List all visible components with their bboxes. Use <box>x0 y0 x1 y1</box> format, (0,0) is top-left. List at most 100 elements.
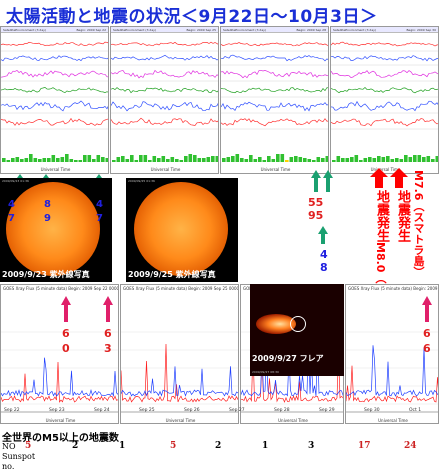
kp-bar <box>2 158 6 162</box>
kp-bar <box>267 156 271 162</box>
satellite-plots: Universal Time <box>111 41 218 172</box>
kp-bar <box>408 157 413 162</box>
kp-bar <box>289 157 294 162</box>
quake-count-value: 24 <box>404 441 417 451</box>
satellite-trace <box>331 70 438 78</box>
panel-header: SatelliteEnvironment (3 day) Begin: 2009 … <box>111 27 218 33</box>
row-label-no2: no. <box>2 462 15 471</box>
xray-date-axis: Sep 22 Sep 23 Sep 24 Sep 25 Sep 26 Sep 27 Sep … <box>4 407 421 413</box>
kp-bar <box>417 155 422 162</box>
kp-bar <box>38 159 42 162</box>
satellite-plots: Universal Time <box>221 42 328 172</box>
kp-bar <box>134 160 139 162</box>
sun-uv-image-0923: 2009/09/23 01:36 4 7 8 9 4 7 2009/9/23 紫… <box>0 178 112 282</box>
quake-sumatra-label-1: 地震発生 <box>395 190 410 242</box>
kp-bar <box>249 155 253 162</box>
satellite-trace <box>221 87 328 94</box>
date-tick-label: Sep 25 <box>139 407 155 413</box>
kp-bar <box>78 160 83 162</box>
date-tick-label: Sep 22 <box>4 407 20 413</box>
kp-bar <box>390 159 395 162</box>
kp-bar <box>148 160 152 162</box>
kp-bar <box>386 156 390 162</box>
satellite-panel: SatelliteEnvironment (3 day) Begin: 2009 … <box>0 26 109 174</box>
green-values-upper: 55 95 <box>308 196 324 222</box>
flare-image-0927: 2009/09/27 08:30 2009/9/27 フレア <box>250 284 344 376</box>
flare-caption: 2009/9/27 フレア <box>252 354 324 363</box>
axis-label: Universal Time <box>46 418 76 423</box>
kp-bar <box>184 156 188 162</box>
xray-plot: Universal Time <box>1 331 118 423</box>
satellite-panel: SatelliteEnvironment (3 day) Begin: 2009 … <box>330 26 439 174</box>
satellite-trace <box>221 54 328 62</box>
kp-bar <box>143 155 148 162</box>
quake-count-value: 1 <box>119 441 126 451</box>
kp-bar <box>244 159 249 162</box>
xray-panel-header: GOES Xray Flux (5 minute data) Begin: 20… <box>3 286 119 291</box>
satellite-trace <box>111 117 218 126</box>
kp-bar <box>188 154 193 162</box>
quake-count-value: 3 <box>308 441 315 451</box>
flare-coronagraph-disk <box>290 316 306 332</box>
panel-header-title: SatelliteEnvironment (3 day) <box>3 28 47 32</box>
green-arrow-5 <box>323 170 333 192</box>
satellite-plots: Universal Time <box>331 41 438 172</box>
kp-bar <box>368 157 372 162</box>
satellite-trace <box>331 87 438 94</box>
kp-bar <box>341 158 345 162</box>
kp-bar <box>231 156 235 162</box>
kp-bar <box>381 157 386 162</box>
kp-bar <box>51 155 56 162</box>
quake-count-value: 17 <box>358 441 371 451</box>
satellite-trace <box>1 69 108 78</box>
kp-bar <box>431 159 435 162</box>
kp-bar <box>294 156 298 162</box>
kp-bar <box>222 158 226 162</box>
kp-bar <box>413 155 417 162</box>
kp-bar <box>422 157 426 162</box>
kp-bar <box>197 158 202 162</box>
satellite-trace <box>331 118 438 127</box>
kp-bar <box>87 155 92 162</box>
panel-header-title: SatelliteEnvironment (3 day) <box>113 28 157 32</box>
quake-count-value: 2 <box>72 441 79 451</box>
image-timestamp: 2009/09/23 01:36 <box>2 179 29 183</box>
kp-bar <box>332 160 336 162</box>
kp-bar <box>166 159 170 162</box>
kp-bar <box>33 158 38 162</box>
date-tick-label: Sep 29 <box>319 407 335 413</box>
kp-bar <box>276 154 280 162</box>
kp-bar <box>399 159 404 162</box>
kp-bar <box>130 155 134 162</box>
kp-bar <box>92 159 96 162</box>
kp-bar <box>47 158 51 162</box>
axis-label: Universal Time <box>41 167 71 172</box>
kp-bar <box>345 158 350 162</box>
quake-count-title: 全世界のM5以上の地震数 <box>2 433 119 444</box>
xray-flux-panel: GOES Xray Flux (5 minute data) Begin: 20… <box>120 284 239 424</box>
kp-bar <box>69 159 74 162</box>
kp-bar <box>372 158 377 162</box>
quake-count-value: 5 <box>170 441 177 451</box>
kp-bar <box>226 157 231 162</box>
date-tick-label: Sep 30 <box>364 407 380 413</box>
kp-bar <box>112 160 116 162</box>
satellite-trace <box>331 100 438 112</box>
satellite-trace <box>1 100 108 112</box>
kp-bar <box>359 160 363 162</box>
sunspot-numbers-left: 4 7 <box>8 199 15 224</box>
axis-label: Universal Time <box>166 418 196 423</box>
kp-bar <box>258 157 262 162</box>
sun-uv-image-0925: 2009/09/25 01:36 2009/9/25 紫外線写真 <box>126 178 238 282</box>
image-timestamp: 2009/09/27 08:30 <box>252 370 279 374</box>
xray-flux-panel: GOES Xray Flux (5 minute data) Begin: 20… <box>345 284 439 424</box>
xray-plot: Universal Time <box>121 331 238 423</box>
satellite-trace <box>1 41 108 46</box>
kp-bar <box>285 160 289 162</box>
kp-bar <box>307 159 312 162</box>
kp-bar <box>280 154 285 162</box>
axis-label: Universal Time <box>261 167 291 172</box>
kp-bar <box>193 155 197 162</box>
kp-bar <box>321 158 325 162</box>
quake-count-row: 5 2 1 5 2 1 3 17 24 <box>0 441 439 453</box>
